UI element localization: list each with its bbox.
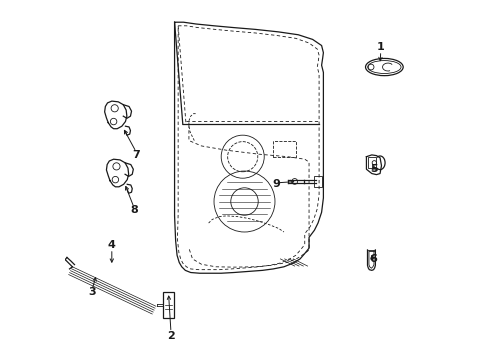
Bar bbox=[367, 157, 375, 168]
Text: 7: 7 bbox=[132, 150, 140, 160]
Text: 3: 3 bbox=[88, 287, 96, 297]
Text: 4: 4 bbox=[108, 239, 116, 249]
Bar bbox=[273, 140, 296, 157]
Text: 9: 9 bbox=[271, 179, 280, 189]
Bar bbox=[163, 292, 174, 318]
Text: 8: 8 bbox=[130, 206, 138, 216]
Bar bbox=[314, 176, 321, 187]
Text: 1: 1 bbox=[376, 42, 384, 52]
Text: 2: 2 bbox=[167, 331, 175, 341]
Text: 5: 5 bbox=[369, 164, 377, 174]
Text: 6: 6 bbox=[368, 254, 376, 264]
